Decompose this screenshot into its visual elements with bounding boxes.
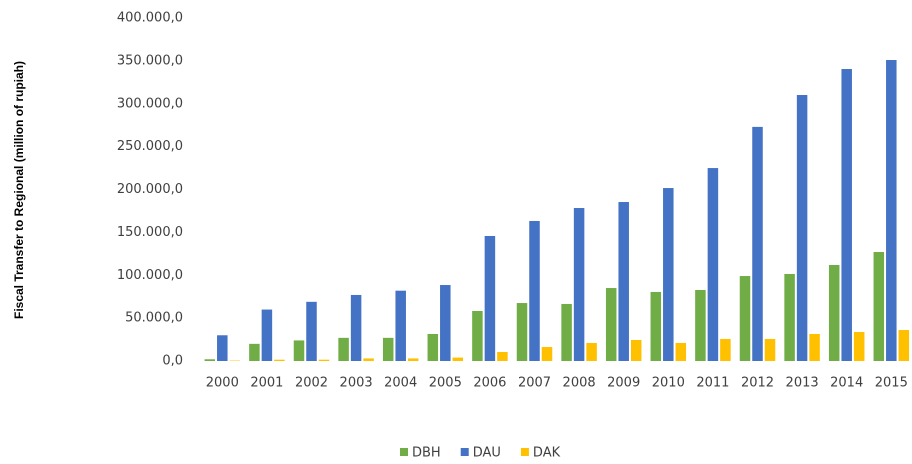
- bar: [261, 309, 273, 361]
- y-tick-label: 250.000,0: [117, 139, 183, 154]
- bar: [452, 357, 464, 361]
- bar: [853, 332, 865, 361]
- x-tick-label: 2009: [607, 376, 640, 391]
- x-tick-label: 2013: [786, 376, 819, 391]
- x-tick-label: 2001: [250, 376, 283, 391]
- bar: [898, 330, 910, 361]
- bar: [796, 95, 808, 361]
- bar: [618, 202, 629, 361]
- bar: [663, 188, 674, 361]
- legend-label: DAK: [533, 446, 561, 461]
- bar: [472, 311, 483, 361]
- bar: [484, 235, 496, 361]
- x-tick-label: 2012: [741, 376, 774, 391]
- bar: [739, 276, 751, 361]
- bar: [306, 301, 317, 361]
- x-tick-label: 2002: [295, 376, 328, 391]
- bar: [695, 289, 706, 361]
- bar: [650, 291, 662, 361]
- y-tick-label: 350.000,0: [117, 53, 183, 68]
- bar: [274, 359, 285, 361]
- bar: [828, 264, 840, 361]
- x-tick-label: 2015: [875, 376, 908, 391]
- bar: [573, 208, 585, 361]
- x-tick-label: 2008: [563, 376, 596, 391]
- legend-swatch: [460, 448, 469, 456]
- x-tick-label: 2003: [340, 376, 373, 391]
- bar: [752, 126, 763, 361]
- bar: [873, 252, 885, 361]
- bar: [382, 337, 394, 361]
- bar: [497, 351, 508, 361]
- y-tick-label: 400.000,0: [117, 11, 183, 26]
- y-tick-label: 200.000,0: [117, 182, 183, 197]
- x-tick-label: 2014: [830, 376, 863, 391]
- y-tick-label: 300.000,0: [117, 96, 183, 111]
- legend-label: DBH: [412, 446, 441, 461]
- bar: [249, 343, 260, 361]
- bar: [841, 69, 852, 362]
- y-tick-label: 100.000,0: [117, 268, 183, 283]
- x-tick-label: 2000: [206, 376, 239, 391]
- bar: [561, 303, 572, 361]
- bar: [363, 358, 374, 361]
- y-axis-title: Fiscal Transfer to Regional (million of …: [12, 61, 26, 319]
- bar: [395, 290, 406, 361]
- bar: [529, 220, 540, 361]
- bar: [204, 359, 216, 361]
- bar: [541, 347, 553, 361]
- x-tick-label: 2007: [518, 376, 551, 391]
- y-tick-label: 0,0: [162, 354, 183, 369]
- x-tick-label: 2004: [384, 376, 417, 391]
- x-tick-label: 2011: [696, 376, 729, 391]
- bar: [720, 338, 731, 361]
- bar: [630, 339, 642, 361]
- bar: [809, 333, 820, 361]
- legend-swatch: [520, 448, 529, 456]
- bar: [318, 359, 330, 361]
- bar: [440, 285, 451, 361]
- bar: [675, 342, 687, 361]
- y-tick-label: 150.000,0: [117, 225, 183, 240]
- bar: [707, 168, 719, 361]
- bar: [350, 294, 362, 361]
- bar: [427, 333, 439, 361]
- bar: [886, 60, 897, 361]
- bar: [407, 358, 419, 361]
- bar: [338, 337, 349, 361]
- bar: [764, 338, 776, 361]
- x-tick-label: 2005: [429, 376, 462, 391]
- bar: [516, 303, 528, 361]
- bar: [784, 273, 795, 361]
- y-tick-label: 50.000,0: [125, 311, 183, 326]
- x-tick-label: 2010: [652, 376, 685, 391]
- bar: [293, 340, 305, 361]
- legend-swatch: [400, 448, 408, 456]
- legend-label: DAU: [473, 446, 501, 461]
- bar: [217, 335, 228, 361]
- x-tick-label: 2006: [473, 376, 506, 391]
- bar: [586, 342, 597, 361]
- bar: [605, 288, 617, 361]
